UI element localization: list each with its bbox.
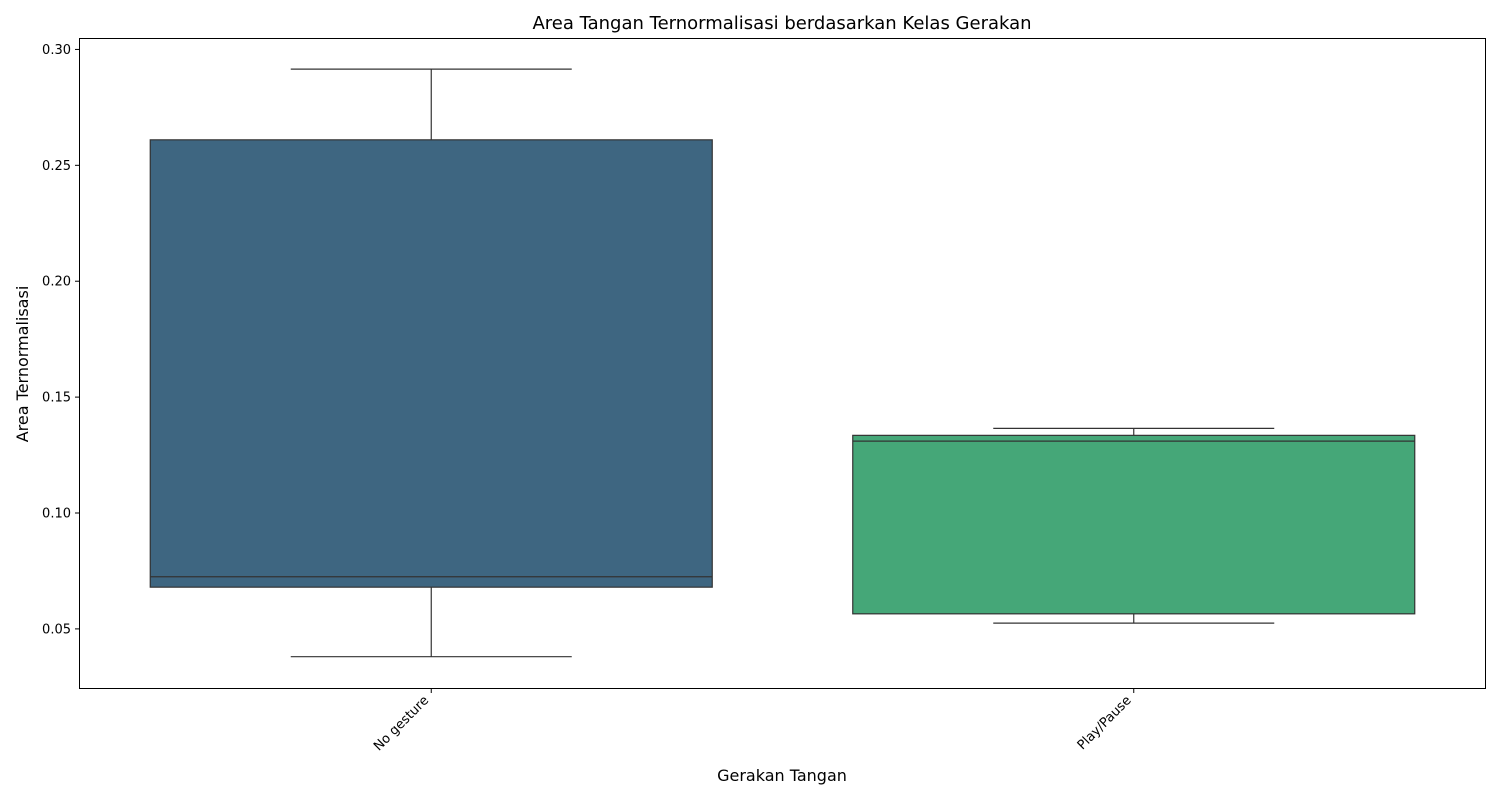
y-tick-label: 0.05 xyxy=(42,622,71,637)
x-axis-label: Gerakan Tangan xyxy=(717,766,847,785)
y-tick-label: 0.10 xyxy=(42,507,71,522)
box-body xyxy=(149,139,713,588)
plot-frame xyxy=(79,38,1486,689)
box-body xyxy=(852,434,1416,615)
y-tick-label: 0.25 xyxy=(42,159,71,174)
x-axis: No gesture Play/Pause xyxy=(371,688,1135,754)
y-tick-label: 0.15 xyxy=(42,391,71,406)
plot-area xyxy=(149,68,1416,658)
x-tick-label: Play/Pause xyxy=(1075,693,1135,753)
y-tick-label: 0.30 xyxy=(42,43,71,58)
y-axis: 0.05 0.10 0.15 0.20 0.25 0.30 xyxy=(42,43,80,637)
box-1 xyxy=(852,427,1416,624)
y-tick-label: 0.20 xyxy=(42,275,71,290)
x-tick-label: No gesture xyxy=(371,693,432,754)
chart-title: Area Tangan Ternormalisasi berdasarkan K… xyxy=(532,13,1031,34)
y-axis-label: Area Ternormalisasi xyxy=(13,286,32,443)
box-0 xyxy=(149,68,713,658)
